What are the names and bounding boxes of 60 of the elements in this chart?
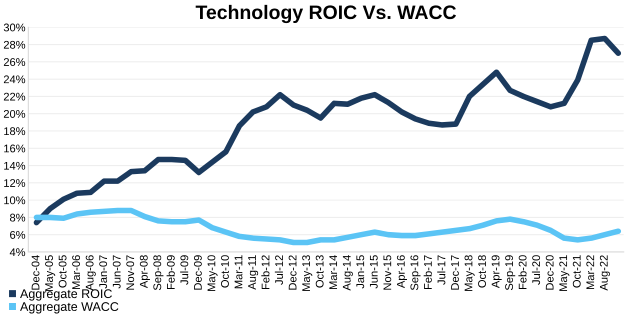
x-tick-label: May-10 (207, 255, 218, 291)
y-tick-label: 8% (10, 214, 26, 222)
x-tick-label: Aug-06 (86, 255, 96, 291)
x-tick-label: Jul-20 (532, 255, 540, 285)
y-tick-label: 14% (4, 162, 26, 170)
x-tick-label: Jun-07 (112, 255, 121, 289)
x-tick-label: Dec-12 (288, 255, 297, 290)
y-tick-label: 10% (4, 196, 26, 204)
x-tick-label: Aug-22 (600, 255, 610, 291)
x-tick-label: Feb-09 (166, 255, 175, 290)
x-tick-label: May-18 (464, 255, 475, 291)
x-tick-label: Sep-16 (410, 255, 421, 290)
x-tick-label: May-21 (559, 255, 570, 291)
x-tick-label: Dec-20 (546, 255, 554, 290)
x-tick-label: Nov-07 (126, 255, 134, 290)
y-tick-label: 6% (10, 230, 26, 239)
y-tick-label: 26% (4, 58, 26, 66)
x-tick-label: Aug-14 (342, 255, 353, 291)
x-tick-label: Dec-09 (194, 255, 202, 290)
x-tick-label: Oct-21 (572, 255, 581, 288)
x-tick-label: Jul-17 (437, 255, 446, 285)
x-tick-label: Apr-16 (396, 255, 407, 288)
x-tick-label: Mar-06 (72, 255, 80, 290)
y-tick-label: 30% (4, 24, 26, 32)
y-tick-label: 24% (4, 75, 26, 84)
x-tick-label: Apr-19 (492, 255, 502, 288)
x-tick-label: Feb-12 (261, 255, 270, 290)
x-tick-label: May-13 (302, 255, 312, 291)
x-tick-label: Mar-11 (234, 255, 242, 288)
x-tick-label: Jun-15 (370, 255, 378, 289)
x-tick-label: Oct-05 (58, 255, 67, 288)
x-tick-label: Feb-17 (424, 255, 432, 290)
legend-label: Aggregate WACC (20, 302, 118, 314)
x-tick-label: Sep-08 (153, 255, 164, 290)
x-tick-label: Oct-13 (316, 255, 324, 288)
legend-label: Aggregate ROIC (20, 289, 112, 301)
y-tick-label: 28% (4, 40, 26, 49)
y-tick-label: 22% (4, 92, 26, 101)
x-tick-label: Mar-14 (329, 255, 338, 290)
x-tick-label: Oct-18 (478, 255, 486, 288)
y-tick-label: 4% (10, 248, 26, 256)
x-tick-label: Oct-10 (221, 255, 229, 288)
x-tick-label: Jan-15 (356, 255, 364, 289)
x-tick-label: Aug-11 (248, 255, 258, 290)
x-tick-label: Feb-20 (518, 255, 527, 290)
x-tick-label: Jul-09 (180, 255, 188, 285)
y-tick-label: 16% (4, 144, 26, 152)
x-tick-label: Apr-08 (140, 255, 150, 288)
chart-title: Technology ROIC Vs. WACC (196, 4, 456, 24)
x-tick-label: Nov-15 (383, 255, 392, 290)
x-tick-label: Dec-04 (32, 255, 40, 290)
x-tick-label: Sep-19 (505, 255, 516, 290)
x-tick-label: Jan-07 (99, 255, 108, 289)
y-tick-label: 20% (4, 110, 26, 118)
x-tick-label: Jul-12 (274, 255, 284, 285)
y-tick-label: 12% (4, 179, 26, 187)
x-tick-label: Dec-17 (451, 255, 459, 290)
y-tick-label: 18% (4, 127, 26, 136)
x-tick-label: Mar-22 (586, 255, 594, 290)
x-tick-label: May-05 (45, 255, 56, 291)
